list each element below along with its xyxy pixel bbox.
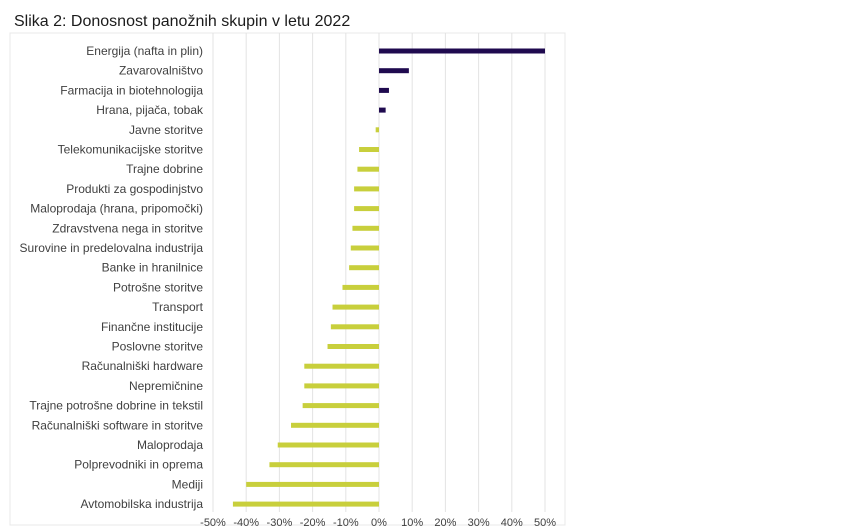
bar: [379, 107, 386, 113]
bar: [350, 245, 379, 251]
x-tick-label: 30%: [468, 517, 490, 528]
category-label: Računalniški software in storitve: [32, 418, 204, 432]
category-label: Poslovne storitve: [112, 340, 204, 354]
category-label: Zdravstvena nega in storitve: [52, 221, 203, 235]
category-label: Banke in hranilnice: [102, 261, 204, 275]
bar: [379, 87, 389, 93]
bar: [277, 442, 379, 448]
bar: [354, 186, 379, 192]
category-label: Produkti za gospodinjstvo: [66, 182, 203, 196]
x-tick-label: -20%: [300, 517, 326, 528]
chart-title: Slika 2: Donosnost panožnih skupin v let…: [14, 13, 351, 30]
category-label: Zavarovalništvo: [119, 64, 203, 78]
category-label: Polprevodniki in oprema: [74, 458, 203, 472]
bar: [330, 324, 379, 330]
x-tick-label: -10%: [333, 517, 359, 528]
category-label: Trajne dobrine: [126, 162, 203, 176]
category-label: Transport: [152, 300, 204, 314]
bar: [304, 383, 379, 389]
bar: [375, 127, 379, 133]
bar: [332, 304, 379, 310]
bar: [269, 462, 379, 468]
x-tick-label: 20%: [434, 517, 456, 528]
category-label: Telekomunikacijske storitve: [58, 143, 204, 157]
x-tick-label: 0%: [371, 517, 387, 528]
category-label: Avtomobilska industrija: [80, 497, 203, 511]
category-label: Maloprodaja: [137, 438, 203, 452]
x-tick-label: 10%: [401, 517, 423, 528]
category-label: Hrana, pijača, tobak: [96, 103, 204, 117]
category-labels: Energija (nafta in plin) Zavarovalništvo F…: [20, 44, 204, 511]
bar: [357, 166, 379, 172]
bar: [232, 501, 379, 507]
bar: [304, 363, 379, 369]
category-label: Finančne institucije: [101, 320, 203, 334]
category-label: Trajne potrošne dobrine in tekstil: [29, 399, 203, 413]
x-tick-label: -40%: [233, 517, 259, 528]
bar: [352, 225, 379, 231]
gridlines: [212, 33, 546, 512]
bar: [246, 481, 379, 487]
x-tick-label: -30%: [267, 517, 293, 528]
category-label: Surovine in predelovalna industrija: [20, 241, 204, 255]
plot-area-border: [9, 32, 566, 526]
category-label: Nepremičnine: [129, 379, 203, 393]
bar: [291, 422, 379, 428]
bar: [379, 48, 545, 54]
category-label: Maloprodaja (hrana, pripomočki): [30, 202, 203, 216]
category-label: Potrošne storitve: [113, 280, 203, 294]
category-label: Javne storitve: [129, 123, 203, 137]
bar: [354, 206, 379, 212]
bar: [359, 147, 379, 152]
category-label: Mediji: [172, 477, 203, 491]
bars: [232, 48, 545, 507]
bar: [379, 68, 409, 74]
category-label: Energija (nafta in plin): [86, 44, 203, 58]
bar: [349, 265, 379, 271]
category-label: Farmacija in biotehnologija: [60, 83, 203, 97]
x-tick-label: 40%: [501, 517, 523, 528]
x-tick-label: -50%: [200, 517, 226, 528]
category-label: Računalniški hardware: [82, 359, 204, 373]
x-tick-label: 50%: [534, 517, 556, 528]
x-axis-ticks: -50% -40% -30% -20% -10% 0% 10% 20% 30% 40% 50%: [200, 517, 556, 528]
bar: [342, 284, 379, 290]
bar: [327, 344, 379, 349]
bar: [302, 403, 379, 409]
